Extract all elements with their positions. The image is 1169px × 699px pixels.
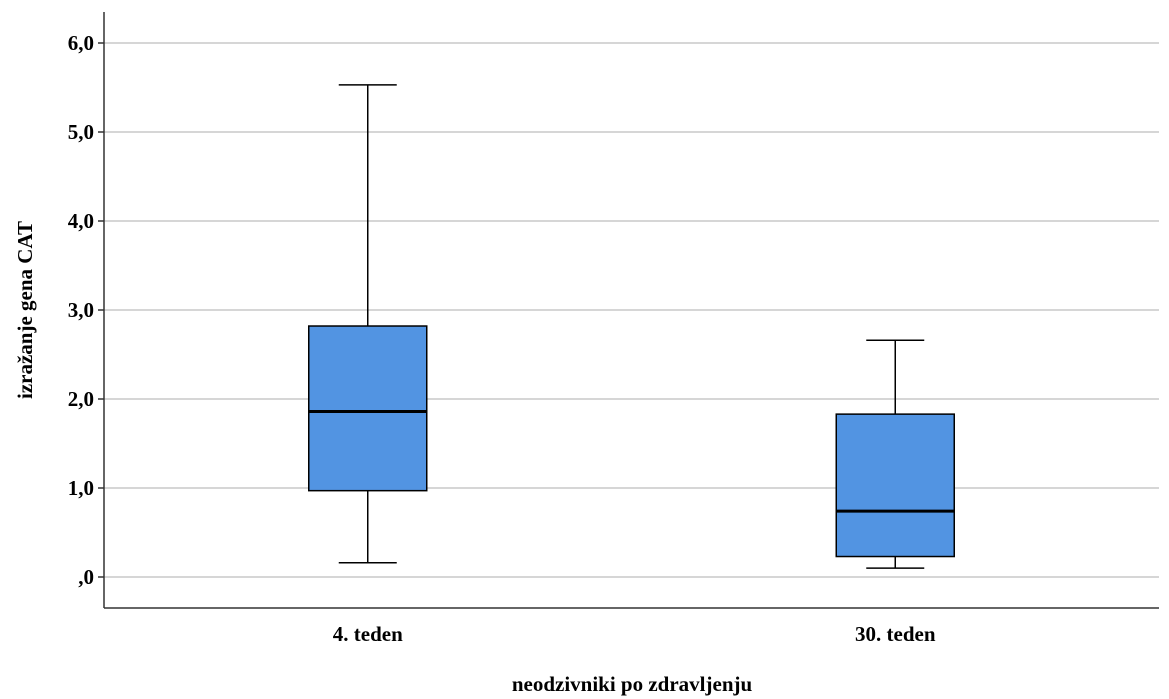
boxes bbox=[308, 84, 955, 569]
y-tick-label: 2,0 bbox=[68, 387, 94, 411]
y-tick-label: 3,0 bbox=[68, 298, 94, 322]
y-tick-label: 1,0 bbox=[68, 476, 94, 500]
x-category-label: 4. teden bbox=[333, 622, 403, 646]
x-category-label: 30. teden bbox=[855, 622, 936, 646]
box-2 bbox=[835, 339, 955, 569]
y-tick-labels: ,0 1,0 2,0 3,0 4,0 5,0 6,0 bbox=[68, 31, 104, 589]
gridlines bbox=[104, 42, 1159, 578]
y-axis-title: izražanje gena CAT bbox=[13, 221, 37, 399]
y-tick-label: 5,0 bbox=[68, 120, 94, 144]
y-tick-label: 4,0 bbox=[68, 209, 94, 233]
iqr-box bbox=[308, 325, 428, 492]
x-axis-title: neodzivniki po zdravljenju bbox=[512, 672, 753, 696]
category-labels: 4. teden 30. teden bbox=[333, 622, 936, 646]
y-tick-label: ,0 bbox=[78, 565, 94, 589]
y-tick-label: 6,0 bbox=[68, 31, 94, 55]
iqr-box bbox=[835, 413, 955, 558]
box-1 bbox=[308, 84, 428, 564]
